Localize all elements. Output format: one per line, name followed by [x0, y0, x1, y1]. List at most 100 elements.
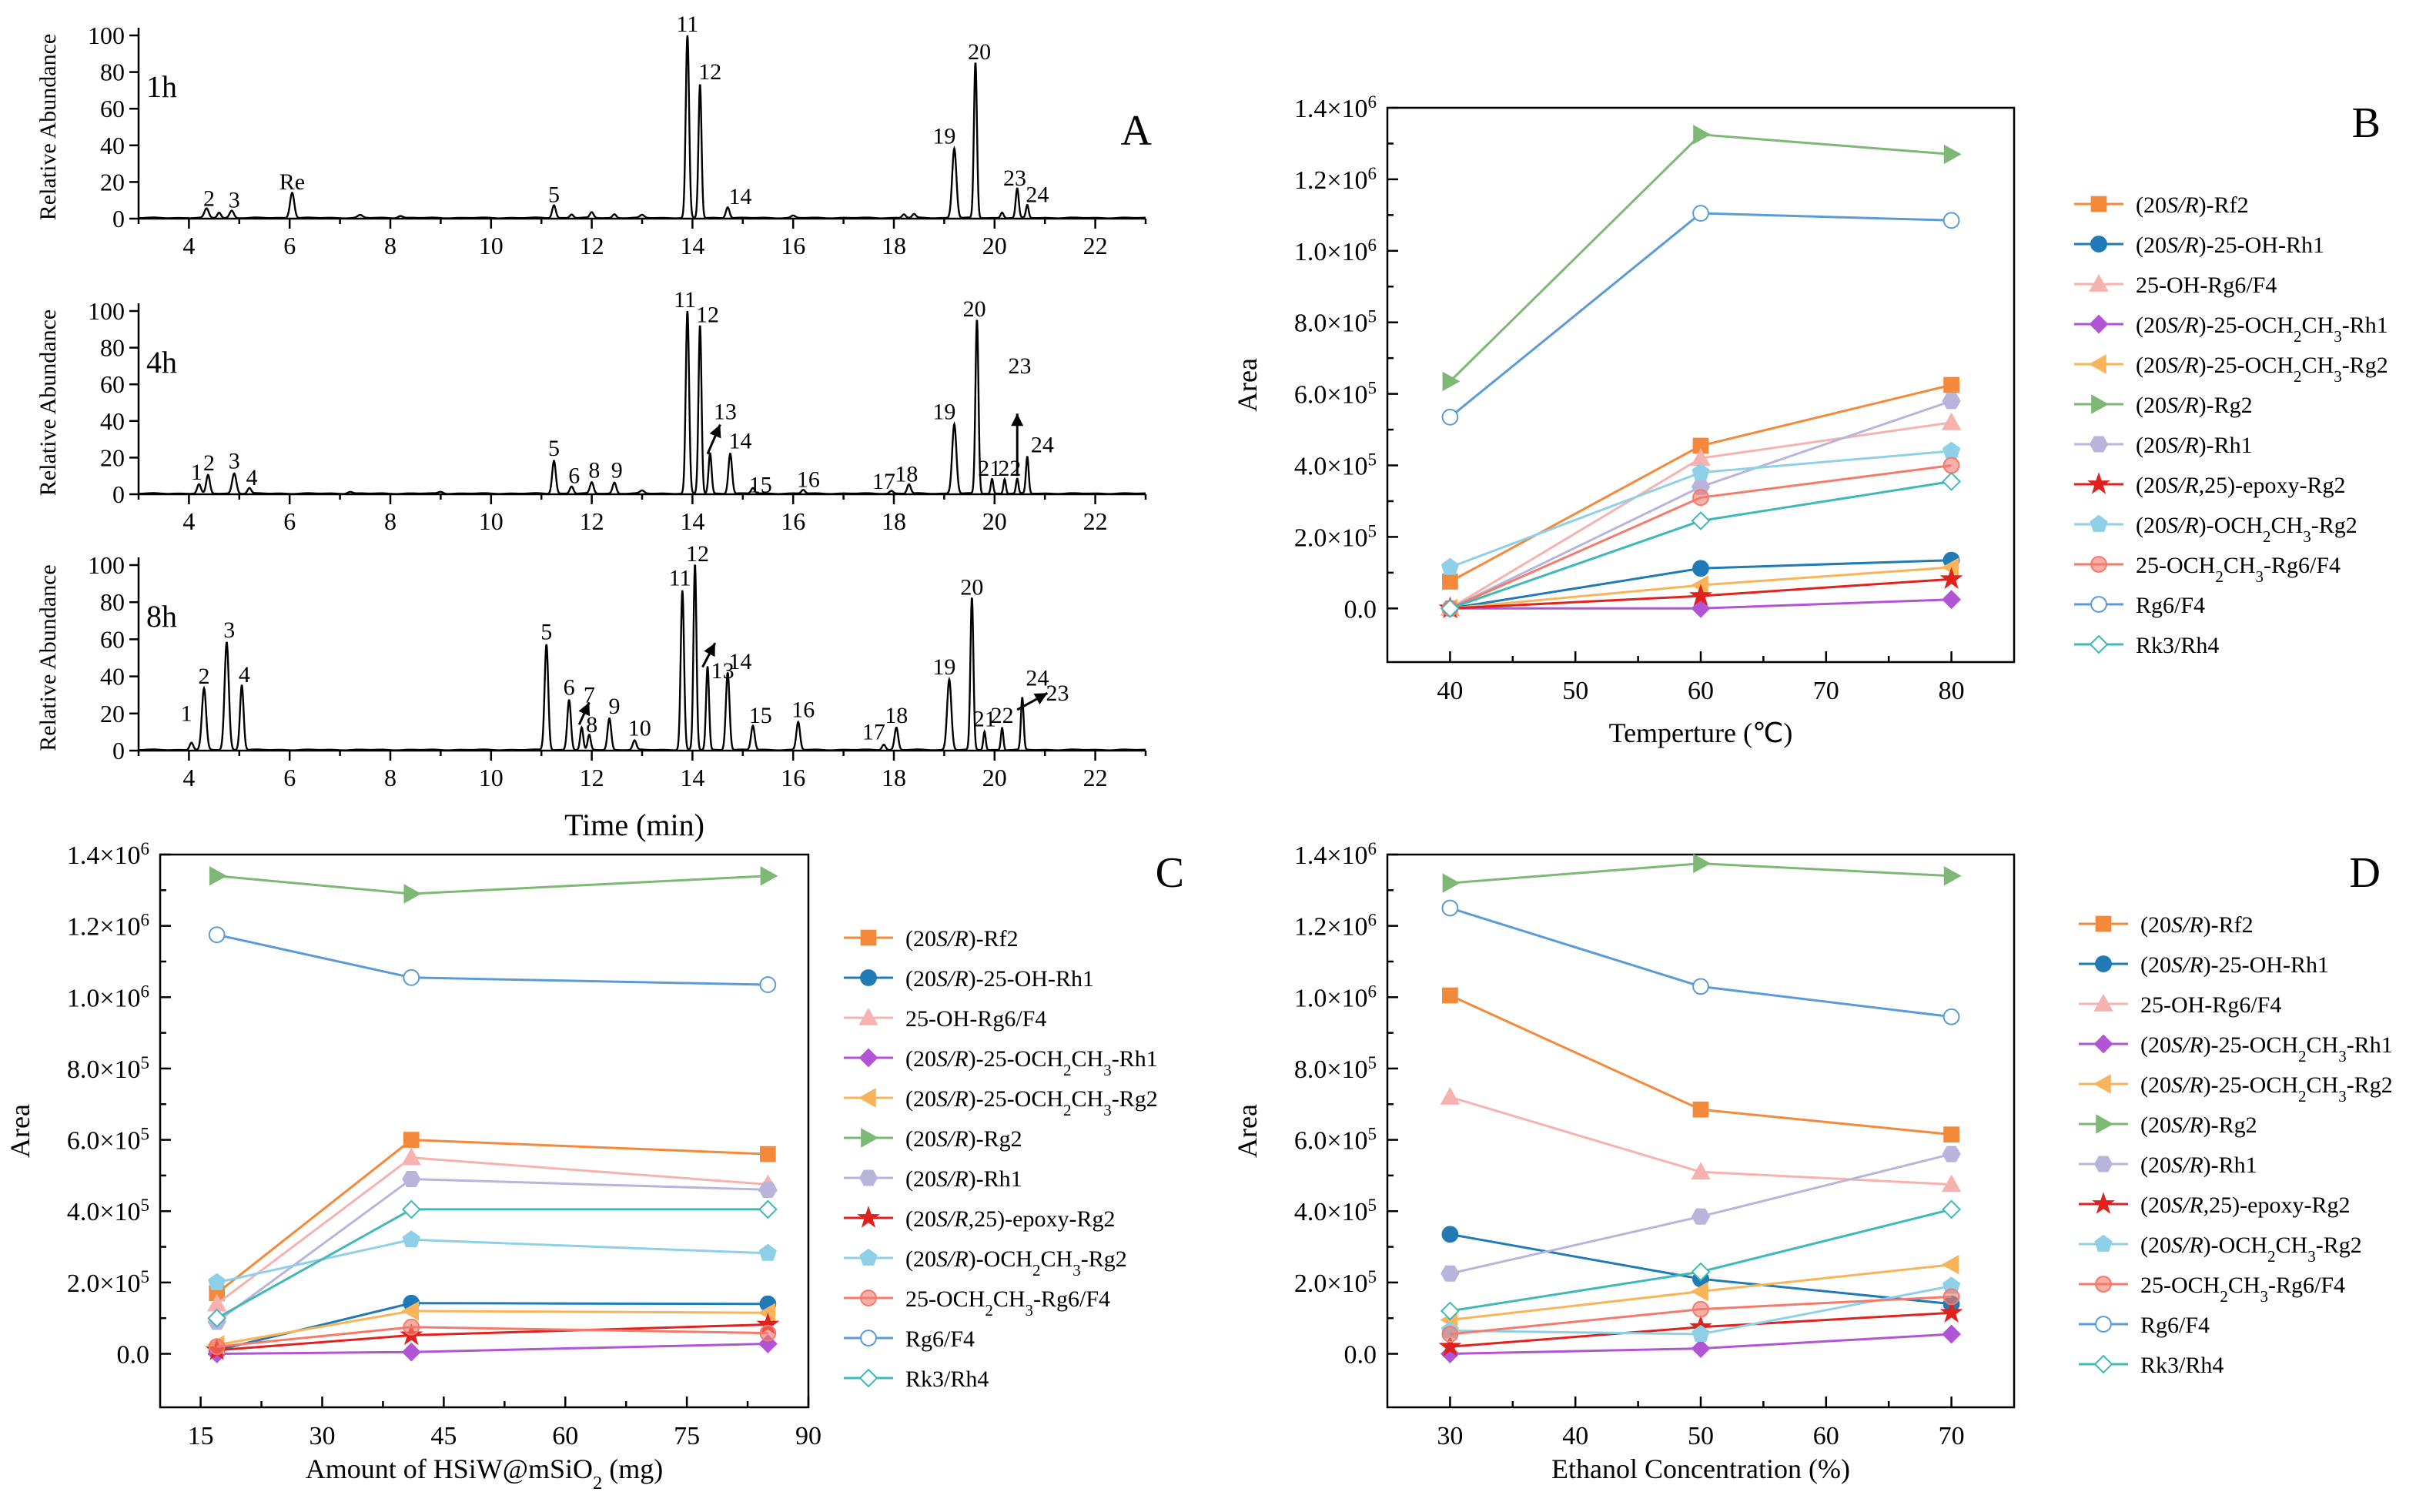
y-tick-label: 2.0×105 — [67, 1266, 149, 1298]
peak-label: 20 — [963, 296, 986, 322]
x-axis-label: Ethanol Concentration (%) — [1551, 1453, 1850, 1484]
marker-triangle — [858, 1007, 878, 1025]
marker-triangle-right — [1442, 873, 1461, 893]
x-tick-label: 10 — [479, 232, 504, 259]
series-0 — [1442, 987, 1959, 1142]
peak-label: 1 — [181, 701, 192, 726]
legend-entry: (20S/R)-OCH2CH3-Rg2 — [905, 1246, 1127, 1280]
chart-panel-C: 15 30 45 60 75 90 0.0 2.0×105 4.0×105 6.0×105 8.0×… — [5, 839, 1184, 1494]
peak-label: 12 — [698, 59, 721, 85]
y-tick-label: 60 — [100, 95, 125, 122]
x-tick-label: 40 — [1562, 1422, 1588, 1450]
trace-label: 4h — [146, 345, 177, 380]
marker-triangle-right — [2091, 394, 2110, 414]
peak-label: 24 — [1031, 432, 1054, 457]
peak-label: 11 — [674, 287, 696, 313]
y-tick-label: 2.0×105 — [1294, 1266, 1377, 1298]
marker-diamond — [2093, 1034, 2113, 1054]
peak-label: 5 — [548, 436, 560, 461]
series-line — [216, 1343, 768, 1355]
y-axis-label: Area — [1232, 1104, 1263, 1158]
legend-entry: (20S/R)-Rg2 — [905, 1126, 1022, 1152]
marker-star — [1438, 1334, 1462, 1357]
x-tick-label: 14 — [680, 507, 704, 535]
legend-entry: (20S/R)-Rf2 — [2136, 192, 2249, 218]
marker-circle-half — [403, 1318, 420, 1336]
x-tick-label: 14 — [680, 232, 704, 259]
legend-entry: Rg6/F4 — [2140, 1313, 2210, 1338]
series-9 — [1441, 1288, 1960, 1343]
series-line — [1449, 907, 1952, 1019]
peak-label: 22 — [991, 703, 1014, 728]
x-tick-label: 14 — [680, 764, 704, 791]
series-line — [1449, 133, 1952, 383]
x-tick-label: 8 — [384, 507, 397, 535]
marker-circle — [2090, 596, 2107, 613]
legend-entry: Rg6/F4 — [2136, 593, 2205, 618]
legend-entry: (20S/R)-Rg2 — [2140, 1112, 2257, 1138]
marker-circle — [1692, 978, 1709, 995]
legend-entry: (20S/R,25)-epoxy-Rg2 — [905, 1206, 1115, 1232]
peak-label: 3 — [229, 449, 240, 474]
marker-pentagon — [1691, 463, 1710, 480]
x-tick-label: 70 — [1813, 677, 1839, 705]
legend-entry: (20S/R)-Rf2 — [905, 926, 1019, 952]
y-tick-label: 1.4×106 — [67, 839, 149, 871]
peak-label: 8 — [588, 458, 600, 483]
marker-diamond — [1942, 471, 1962, 491]
peak-label: 9 — [611, 458, 623, 483]
x-tick-label: 22 — [1083, 232, 1108, 259]
series-2 — [1440, 1086, 1962, 1193]
marker-circle-half — [1441, 1326, 1459, 1343]
marker-pentagon — [402, 1230, 420, 1248]
marker-square — [1442, 574, 1458, 590]
marker-triangle-right — [1693, 125, 1712, 145]
x-tick-label: 90 — [795, 1422, 821, 1450]
marker-diamond — [1942, 1199, 1962, 1219]
y-tick-label: 4.0×105 — [1294, 450, 1377, 481]
y-tick-label: 1.4×106 — [1294, 839, 1377, 871]
marker-triangle-left — [401, 1301, 420, 1321]
x-tick-label: 10 — [479, 764, 504, 791]
marker-diamond — [207, 1308, 227, 1328]
y-tick-label: 0 — [112, 737, 125, 764]
peak-arrowhead — [709, 424, 721, 439]
marker-triangle — [1691, 1162, 1711, 1180]
marker-circle — [860, 969, 877, 986]
series-11 — [1440, 471, 1962, 618]
panel-letter: C — [1156, 849, 1184, 897]
x-axis-label: Temperture (℃) — [1609, 718, 1793, 748]
y-tick-label: 60 — [100, 625, 125, 653]
y-axis-label: Relative Abundance — [35, 564, 61, 751]
legend-entry: (20S/R)-25-OCH2CH3-Rh1 — [905, 1046, 1158, 1079]
peak-label: 8 — [586, 712, 597, 738]
peak-label: 15 — [749, 473, 772, 498]
series-10 — [1441, 899, 1960, 1025]
peak-label: 13 — [714, 399, 737, 424]
y-tick-label: 4.0×105 — [67, 1196, 149, 1227]
x-axis-label: Amount of HSiW@mSiO2 (mg) — [306, 1453, 663, 1494]
legend-entry: (20S/R)-25-OH-Rh1 — [2140, 952, 2329, 978]
x-tick-label: 16 — [781, 232, 805, 259]
x-tick-label: 45 — [430, 1422, 457, 1450]
peak-label: 12 — [696, 302, 719, 327]
y-tick-label: 6.0×105 — [1294, 378, 1377, 410]
x-tick-label: 30 — [1437, 1422, 1463, 1450]
marker-triangle — [1440, 1086, 1461, 1105]
marker-circle-half — [208, 1338, 226, 1356]
marker-circle — [1692, 560, 1709, 577]
y-tick-label: 1.2×106 — [1294, 910, 1377, 942]
peak-label: 2 — [199, 664, 210, 689]
marker-triangle-right — [1693, 853, 1712, 874]
legend-entry: (20S/R)-25-OH-Rh1 — [905, 966, 1094, 992]
series-8 — [208, 1230, 777, 1290]
legend-entry: (20S/R)-25-OCH2CH3-Rh1 — [2136, 313, 2388, 346]
peak-arrowhead — [704, 643, 715, 657]
marker-circle-half — [860, 1290, 877, 1306]
y-tick-label: 20 — [100, 168, 125, 196]
y-tick-label: 40 — [100, 132, 125, 159]
series-5 — [1442, 853, 1962, 893]
marker-diamond — [401, 1342, 421, 1362]
marker-square — [1692, 1101, 1709, 1118]
